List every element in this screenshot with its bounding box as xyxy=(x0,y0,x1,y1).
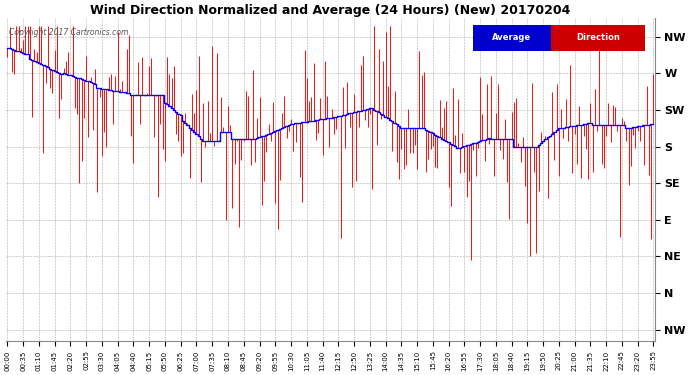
FancyBboxPatch shape xyxy=(473,25,551,51)
Text: Copyright 2017 Cartronics.com: Copyright 2017 Cartronics.com xyxy=(10,28,129,37)
FancyBboxPatch shape xyxy=(551,25,645,51)
Title: Wind Direction Normalized and Average (24 Hours) (New) 20170204: Wind Direction Normalized and Average (2… xyxy=(90,4,571,17)
Text: Average: Average xyxy=(493,33,531,42)
Text: Direction: Direction xyxy=(576,33,620,42)
